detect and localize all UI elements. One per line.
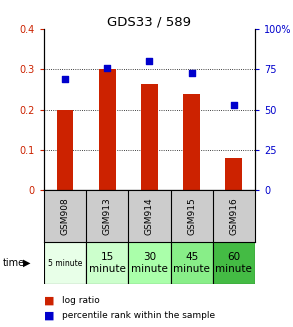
Bar: [183, 94, 200, 190]
Text: 60
minute: 60 minute: [215, 252, 252, 274]
Text: ■: ■: [44, 296, 54, 306]
Text: GSM913: GSM913: [103, 197, 112, 235]
Bar: [225, 158, 242, 190]
Text: 45
minute: 45 minute: [173, 252, 210, 274]
Text: ■: ■: [44, 311, 54, 320]
Point: [231, 102, 236, 107]
Bar: [86, 242, 128, 284]
Text: GSM916: GSM916: [229, 197, 238, 235]
Bar: [44, 242, 86, 284]
Text: log ratio: log ratio: [62, 296, 99, 305]
Point: [105, 65, 110, 71]
Bar: [141, 83, 158, 190]
Bar: [213, 242, 255, 284]
Point: [63, 77, 67, 82]
Bar: [128, 242, 171, 284]
Text: GSM914: GSM914: [145, 197, 154, 235]
Text: ▶: ▶: [23, 258, 30, 268]
Text: percentile rank within the sample: percentile rank within the sample: [62, 311, 215, 320]
Bar: [99, 70, 116, 190]
Text: 15
minute: 15 minute: [89, 252, 126, 274]
Title: GDS33 / 589: GDS33 / 589: [108, 15, 191, 28]
Text: 30
minute: 30 minute: [131, 252, 168, 274]
Text: time: time: [3, 258, 25, 268]
Point: [189, 70, 194, 75]
Bar: [57, 110, 74, 190]
Text: GSM915: GSM915: [187, 197, 196, 235]
Text: GSM908: GSM908: [61, 197, 69, 235]
Text: 5 minute: 5 minute: [48, 259, 82, 268]
Point: [147, 59, 152, 64]
Bar: [171, 242, 213, 284]
